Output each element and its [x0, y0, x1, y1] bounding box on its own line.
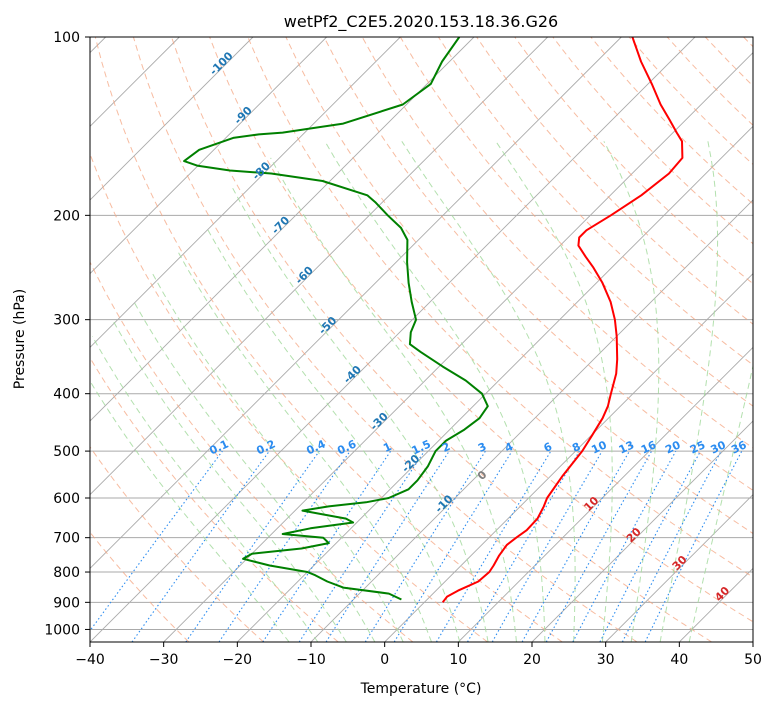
moist-adiabat-line [603, 141, 660, 642]
mixing-ratio-line [90, 450, 223, 632]
isotherm-line [384, 273, 753, 642]
mixing-ratio-line [218, 450, 351, 642]
isotherm-line [90, 37, 475, 422]
isotherm-line [90, 37, 327, 275]
x-tick-label: 0 [380, 652, 389, 668]
background-lines [90, 37, 753, 642]
dewpoint-profile [183, 37, 489, 601]
moist-adiabat-line [91, 336, 319, 642]
moist-adiabat-line [270, 157, 517, 642]
mixing-ratio-line [521, 450, 630, 642]
y-tick-label: 700 [53, 531, 80, 547]
dry-adiabat-line [94, 37, 563, 642]
dry-adiabat-line [285, 37, 753, 535]
x-tick-label: 10 [449, 652, 467, 668]
y-tick-label: 500 [53, 444, 80, 460]
mixing-ratio-label: 13 [617, 438, 636, 456]
mixing-ratio-line [325, 450, 450, 642]
axes: −40 −30 −20 −10 0 10 20 30 40 50 100 200 300 400 500 60… [44, 30, 762, 668]
mixing-ratio-line [262, 450, 392, 642]
y-tick-label: 600 [53, 491, 80, 507]
isotherm-line [90, 37, 254, 201]
mixing-ratio-line [644, 450, 743, 642]
mixing-ratio-line [185, 450, 320, 642]
dry-adiabat-line [90, 356, 339, 642]
mixing-ratio-line [131, 450, 270, 642]
dry-adiabat-line [90, 260, 414, 642]
mixing-ratio-line [393, 450, 513, 642]
dry-adiabat-line [132, 37, 638, 642]
dry-adiabat-line [171, 37, 712, 642]
isotherm-line [90, 37, 622, 569]
y-tick-label: 400 [53, 387, 80, 403]
profile-series [183, 37, 684, 603]
temperature-profile [441, 37, 684, 603]
x-tick-label: 40 [670, 652, 688, 668]
dry-adiabat-line [476, 37, 753, 325]
dry-adiabat-line [323, 37, 753, 491]
dry-adiabat-line [514, 37, 753, 285]
moist-adiabat-line [90, 380, 290, 642]
mixing-ratio-line [545, 450, 653, 642]
isotherm-line [531, 420, 753, 642]
moist-adiabat-line [112, 319, 347, 642]
moist-adiabat-line [206, 227, 461, 642]
dry-adiabat-line [247, 37, 753, 578]
isotherm-line [163, 52, 753, 642]
moist-adiabat-line [151, 272, 404, 642]
dry-adiabat-line [90, 446, 264, 642]
x-tick-label: −10 [296, 652, 326, 668]
moist-adiabat-line [495, 141, 613, 642]
x-tick-label: −20 [223, 652, 253, 668]
mixing-ratio-line [572, 450, 677, 642]
moist-adiabat-line [232, 187, 489, 642]
x-tick-label: −30 [149, 652, 179, 668]
moist-adiabat-line [401, 141, 576, 642]
mixing-ratio-label: 25 [688, 438, 707, 456]
y-tick-label: 900 [53, 595, 80, 611]
isotherm-line [90, 37, 696, 642]
mixing-ratio-label: 10 [589, 438, 609, 456]
x-tick-label: 20 [523, 652, 541, 668]
y-tick-label: 100 [53, 30, 80, 46]
mixing-ratio-label: 36 [729, 438, 749, 456]
plot-frame [89, 36, 754, 643]
y-tick-label: 800 [53, 565, 80, 581]
x-tick-label: 30 [597, 652, 615, 668]
dry-adiabat-line [209, 37, 753, 623]
isotherm-line [237, 125, 753, 642]
mixing-ratio-label: 20 [663, 438, 683, 456]
moist-adiabat-line [688, 363, 753, 642]
isotherm-line [90, 37, 401, 348]
isotherm-line [605, 494, 753, 642]
moist-adiabat-line [324, 141, 546, 642]
moist-adiabat-line [659, 141, 719, 642]
y-tick-label: 300 [53, 313, 80, 329]
y-axis-label: Pressure (hPa) [12, 289, 28, 389]
chart-title: wetPf2_C2E5.2020.153.18.36.G26 [284, 12, 558, 32]
isotherm-line [90, 37, 548, 496]
isotherm-line [458, 346, 753, 642]
moist-adiabat-line [133, 301, 376, 642]
mixing-ratio-label: 30 [708, 438, 728, 456]
x-tick-label: −40 [75, 652, 105, 668]
moist-adiabat-line [177, 251, 432, 642]
y-tick-label: 1000 [44, 622, 80, 638]
mixing-ratio-label: 16 [639, 438, 659, 456]
x-tick-label: 50 [744, 652, 762, 668]
x-axis-label: Temperature (°C) [360, 681, 482, 697]
y-tick-label: 200 [53, 208, 80, 224]
